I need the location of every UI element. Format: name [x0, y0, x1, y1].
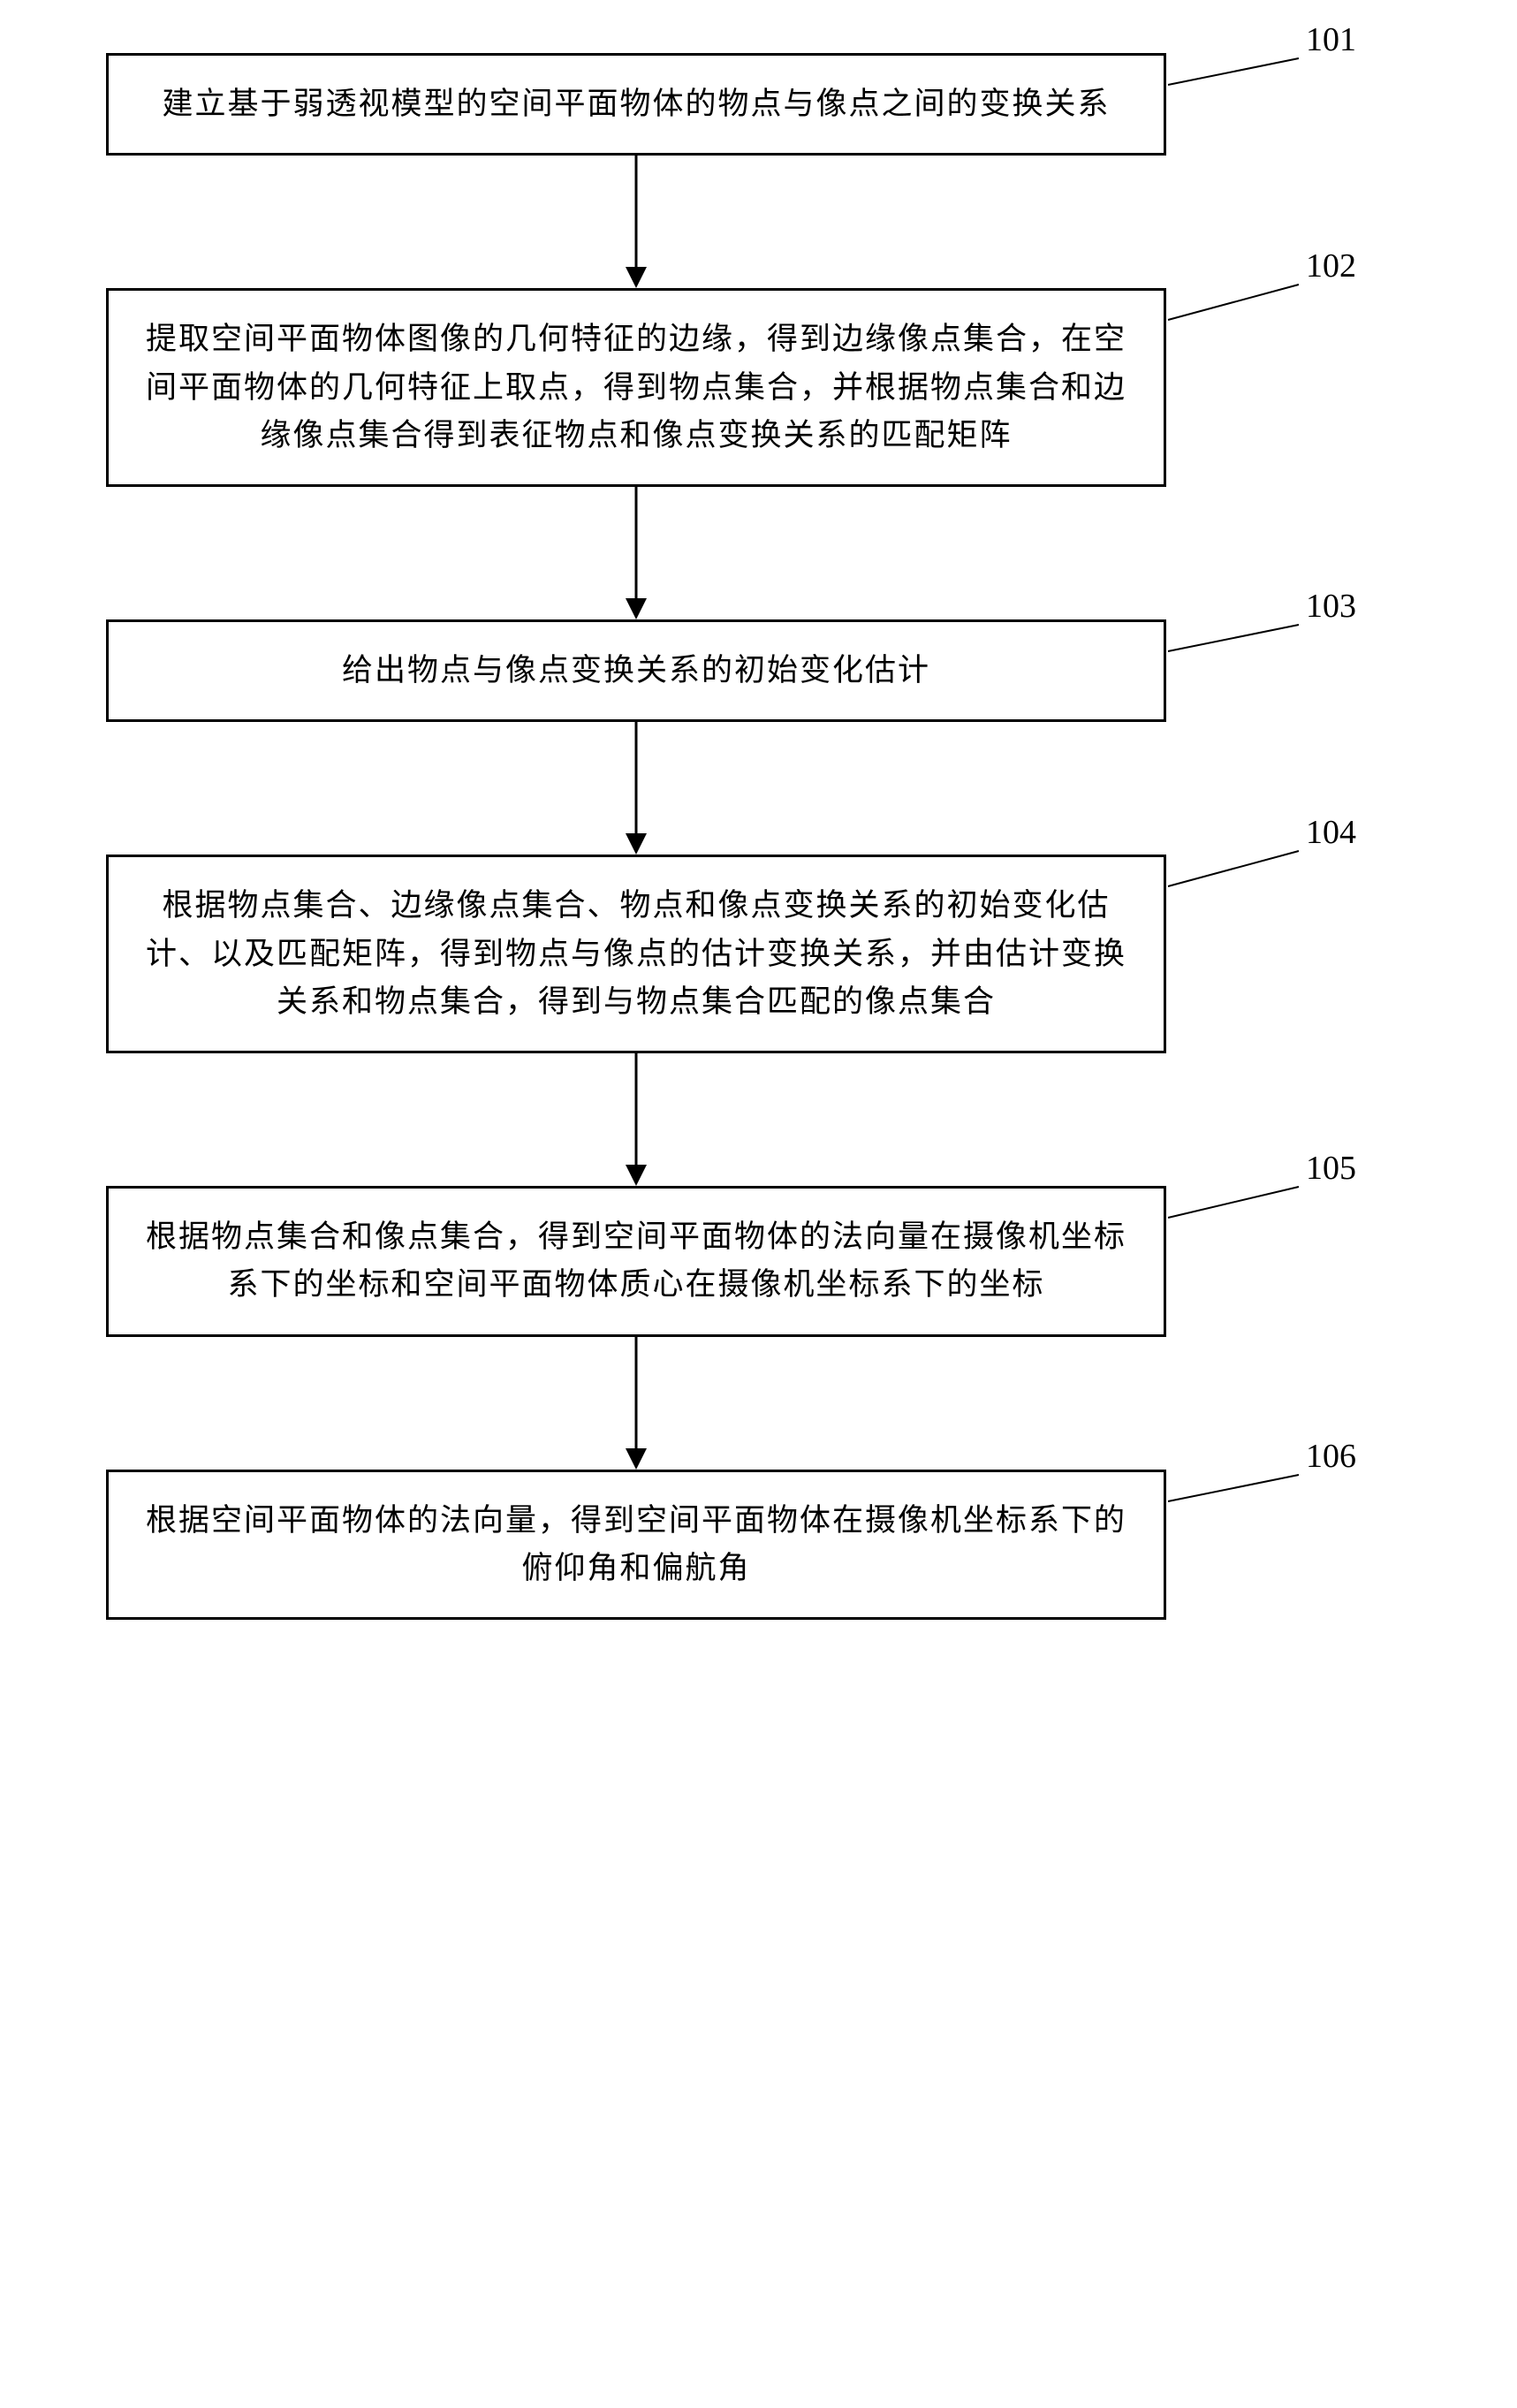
flow-arrow — [106, 722, 1166, 855]
step-label: 104 — [1306, 813, 1356, 852]
step-label: 103 — [1306, 587, 1356, 626]
flow-step-102: 提取空间平面物体图像的几何特征的边缘，得到边缘像点集合，在空间平面物体的几何特征… — [106, 288, 1343, 487]
flow-arrow — [106, 156, 1166, 288]
step-label: 101 — [1306, 20, 1356, 59]
flowchart: 建立基于弱透视模型的空间平面物体的物点与像点之间的变换关系 101 提取空间平面… — [106, 53, 1343, 1620]
flow-step-105: 根据物点集合和像点集合，得到空间平面物体的法向量在摄像机坐标系下的坐标和空间平面… — [106, 1186, 1343, 1337]
step-box: 建立基于弱透视模型的空间平面物体的物点与像点之间的变换关系 — [106, 53, 1166, 156]
flow-step-103: 给出物点与像点变换关系的初始变化估计 103 — [106, 619, 1343, 722]
flow-arrow — [106, 487, 1166, 619]
step-label: 106 — [1306, 1437, 1356, 1476]
flow-arrow — [106, 1053, 1166, 1186]
flow-step-104: 根据物点集合、边缘像点集合、物点和像点变换关系的初始变化估计、以及匹配矩阵，得到… — [106, 855, 1343, 1053]
step-label: 102 — [1306, 247, 1356, 285]
step-box: 根据物点集合、边缘像点集合、物点和像点变换关系的初始变化估计、以及匹配矩阵，得到… — [106, 855, 1166, 1053]
step-label: 105 — [1306, 1149, 1356, 1188]
flow-step-106: 根据空间平面物体的法向量，得到空间平面物体在摄像机坐标系下的俯仰角和偏航角 10… — [106, 1470, 1343, 1621]
step-box: 给出物点与像点变换关系的初始变化估计 — [106, 619, 1166, 722]
flow-step-101: 建立基于弱透视模型的空间平面物体的物点与像点之间的变换关系 101 — [106, 53, 1343, 156]
step-box: 根据空间平面物体的法向量，得到空间平面物体在摄像机坐标系下的俯仰角和偏航角 — [106, 1470, 1166, 1621]
step-box: 根据物点集合和像点集合，得到空间平面物体的法向量在摄像机坐标系下的坐标和空间平面… — [106, 1186, 1166, 1337]
flow-arrow — [106, 1337, 1166, 1470]
step-box: 提取空间平面物体图像的几何特征的边缘，得到边缘像点集合，在空间平面物体的几何特征… — [106, 288, 1166, 487]
